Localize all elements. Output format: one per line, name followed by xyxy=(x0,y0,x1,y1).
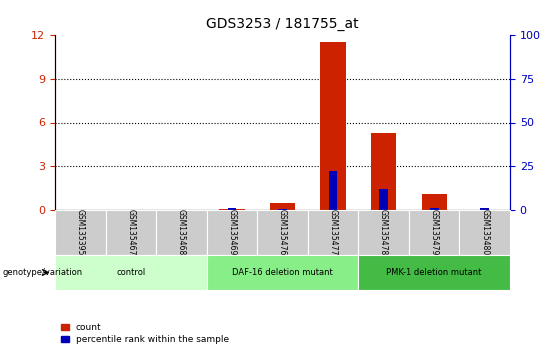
Text: GSM135479: GSM135479 xyxy=(430,209,438,256)
Text: GSM135477: GSM135477 xyxy=(328,209,338,256)
Text: GSM135395: GSM135395 xyxy=(76,209,85,256)
Bar xyxy=(359,255,510,290)
Bar xyxy=(270,203,295,210)
Text: control: control xyxy=(116,268,145,277)
Bar xyxy=(329,171,338,210)
Bar xyxy=(359,210,409,255)
Text: GSM135478: GSM135478 xyxy=(379,209,388,256)
Bar xyxy=(409,210,460,255)
Bar xyxy=(219,209,245,210)
Bar xyxy=(278,209,287,210)
Text: genotype/variation: genotype/variation xyxy=(3,268,83,277)
Text: PMK-1 deletion mutant: PMK-1 deletion mutant xyxy=(387,268,482,277)
Bar xyxy=(480,208,489,210)
Text: DAF-16 deletion mutant: DAF-16 deletion mutant xyxy=(232,268,333,277)
Text: GSM135468: GSM135468 xyxy=(177,209,186,256)
Text: GSM135469: GSM135469 xyxy=(227,209,237,256)
Text: GSM135476: GSM135476 xyxy=(278,209,287,256)
Legend: count, percentile rank within the sample: count, percentile rank within the sample xyxy=(59,322,231,346)
Bar xyxy=(430,208,438,210)
Bar xyxy=(55,210,105,255)
Title: GDS3253 / 181755_at: GDS3253 / 181755_at xyxy=(206,17,359,31)
Bar xyxy=(207,210,257,255)
Bar xyxy=(371,133,396,210)
Text: GSM135467: GSM135467 xyxy=(126,209,136,256)
Text: GSM135480: GSM135480 xyxy=(480,209,489,256)
Bar xyxy=(207,255,359,290)
Bar xyxy=(422,194,447,210)
Bar xyxy=(257,210,308,255)
Bar xyxy=(55,255,207,290)
Bar xyxy=(227,208,237,210)
Bar xyxy=(105,210,156,255)
Bar xyxy=(460,210,510,255)
Bar xyxy=(308,210,359,255)
Bar xyxy=(156,210,207,255)
Bar xyxy=(379,189,388,210)
Bar xyxy=(320,42,346,210)
